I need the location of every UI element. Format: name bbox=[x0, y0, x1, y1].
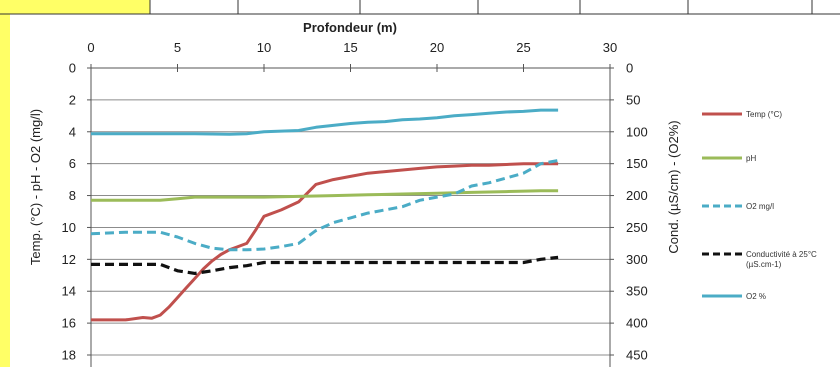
y-left-tick-label: 14 bbox=[62, 284, 76, 299]
x-tick-label: 30 bbox=[603, 40, 617, 55]
y-left-tick-labels: 0 2 4 6 8 10 12 14 16 18 bbox=[62, 61, 91, 363]
x-tick-label: 5 bbox=[174, 40, 181, 55]
top-border-ticks bbox=[0, 0, 840, 15]
y-right-tick-label: 0 bbox=[626, 61, 633, 76]
legend-label: Temp (°C) bbox=[746, 110, 782, 119]
y-left-tick-label: 0 bbox=[69, 61, 76, 76]
legend-label-line2: (µS.cm-1) bbox=[746, 260, 782, 269]
y-right-tick-labels: 0 50 100 150 200 250 300 350 400 450 bbox=[610, 61, 648, 363]
legend: Temp (°C) pH O2 mg/l Conductivité à 25°C(µS… bbox=[702, 110, 817, 301]
y-left-tick-label: 6 bbox=[69, 156, 76, 171]
x-tick-label: 20 bbox=[430, 40, 444, 55]
legend-label: pH bbox=[746, 154, 756, 163]
x-tick-label: 15 bbox=[343, 40, 357, 55]
y-left-tick-label: 10 bbox=[62, 220, 76, 235]
y-left-tick-label: 18 bbox=[62, 348, 76, 363]
y-right-tick-label: 250 bbox=[626, 220, 648, 235]
y-right-tick-label: 100 bbox=[626, 124, 648, 139]
y-right-tick-label: 350 bbox=[626, 284, 648, 299]
x-tick-label: 25 bbox=[516, 40, 530, 55]
series-line-4 bbox=[91, 108, 559, 136]
y-left-tick-label: 8 bbox=[69, 188, 76, 203]
y-right-axis-title: Cond. (µS/cm) - (O2%) bbox=[666, 120, 681, 253]
y-left-axis-title: Temp. (°C) - pH - O2 (mg/l) bbox=[28, 109, 43, 265]
legend-label: O2 % bbox=[746, 292, 766, 301]
y-right-tick-label: 50 bbox=[626, 92, 640, 107]
left-strip bbox=[0, 0, 10, 367]
series-line-0 bbox=[91, 162, 559, 322]
y-right-tick-label: 450 bbox=[626, 348, 648, 363]
series-line-3 bbox=[91, 255, 559, 275]
series-line-2 bbox=[90, 159, 559, 252]
top-strip bbox=[0, 0, 150, 14]
y-left-tick-label: 12 bbox=[62, 252, 76, 267]
y-right-tick-label: 200 bbox=[626, 188, 648, 203]
series-layer bbox=[90, 108, 559, 322]
y-right-tick-label: 400 bbox=[626, 316, 648, 331]
y-left-tick-label: 4 bbox=[69, 124, 76, 139]
legend-label: O2 mg/l bbox=[746, 202, 774, 211]
x-tick-labels: 0 5 10 15 20 25 30 bbox=[87, 40, 617, 72]
gridlines bbox=[91, 99, 610, 356]
x-tick-label: 10 bbox=[257, 40, 271, 55]
y-right-tick-label: 150 bbox=[626, 156, 648, 171]
series-line-1 bbox=[91, 189, 559, 202]
x-axis-title: Profondeur (m) bbox=[303, 20, 397, 35]
legend-label: Conductivité à 25°C bbox=[746, 250, 817, 259]
y-left-tick-label: 16 bbox=[62, 316, 76, 331]
y-left-tick-label: 2 bbox=[69, 92, 76, 107]
y-right-tick-label: 300 bbox=[626, 252, 648, 267]
x-tick-label: 0 bbox=[87, 40, 94, 55]
